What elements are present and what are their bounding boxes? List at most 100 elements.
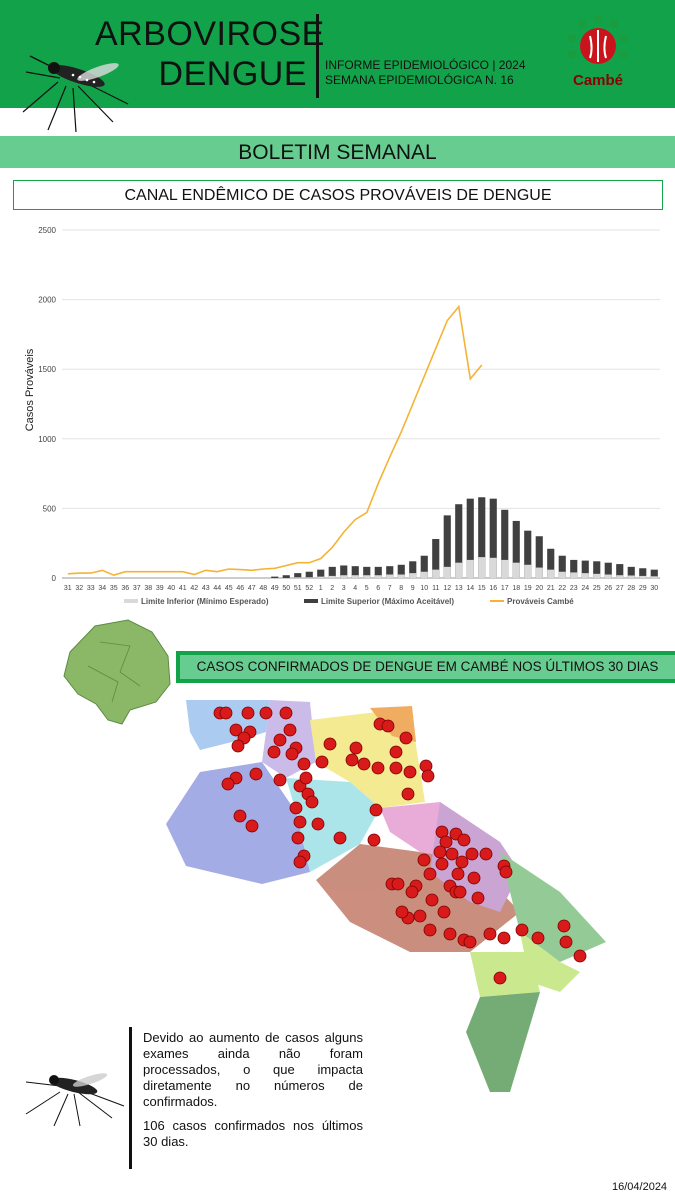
bar-limite-superior: [639, 568, 647, 578]
bar-limite-superior: [282, 575, 290, 578]
bar-limite-superior: [558, 555, 566, 578]
case-marker: [457, 833, 471, 847]
case-marker: [455, 855, 469, 869]
legend-swatch: [304, 599, 318, 603]
bar-limite-inferior: [317, 576, 325, 578]
bar-limite-inferior: [305, 577, 313, 578]
x-tick-label: 26: [604, 585, 612, 592]
case-marker: [221, 777, 235, 791]
x-tick-label: 23: [570, 585, 578, 592]
x-tick-label: 25: [593, 585, 601, 592]
case-marker: [291, 831, 305, 845]
case-marker: [479, 847, 493, 861]
x-tick-label: 48: [259, 585, 267, 592]
x-tick-label: 22: [558, 585, 566, 592]
x-tick-label: 44: [213, 585, 221, 592]
x-tick-label: 38: [144, 585, 152, 592]
case-marker: [403, 765, 417, 779]
case-marker: [369, 803, 383, 817]
legend-label: Limite Inferior (Mínimo Esperado): [141, 597, 269, 606]
banner-label: BOLETIM SEMANAL: [238, 141, 437, 164]
x-tick-label: 7: [388, 585, 392, 592]
x-tick-label: 33: [87, 585, 95, 592]
case-marker: [389, 761, 403, 775]
x-tick-label: 35: [110, 585, 118, 592]
mosquito-icon-small: [25, 1073, 125, 1127]
x-tick-label: 19: [524, 585, 532, 592]
bar-limite-inferior: [420, 571, 428, 578]
case-marker: [451, 867, 465, 881]
map-title-inner: [180, 655, 675, 679]
bar-limite-superior: [271, 576, 279, 578]
case-marker: [289, 801, 303, 815]
bar-limite-inferior: [466, 559, 474, 578]
bar-limite-inferior: [374, 575, 382, 578]
title-line-2: DENGUE: [158, 55, 307, 93]
x-tick-label: 50: [282, 585, 290, 592]
case-marker: [493, 971, 507, 985]
case-marker: [443, 927, 457, 941]
bar-limite-superior: [317, 569, 325, 578]
case-marker: [279, 706, 293, 720]
x-tick-label: 8: [399, 585, 403, 592]
x-tick-label: 31: [64, 585, 72, 592]
x-tick-label: 47: [248, 585, 256, 592]
cambe-logo-icon: [568, 15, 628, 64]
x-tick-label: 15: [478, 585, 486, 592]
footer-date: 16/04/2024: [612, 1181, 668, 1193]
case-marker: [293, 815, 307, 829]
x-tick-label: 49: [271, 585, 279, 592]
case-marker: [445, 847, 459, 861]
case-marker: [413, 909, 427, 923]
bar-limite-inferior: [363, 575, 371, 578]
bar-limite-inferior: [650, 576, 658, 578]
case-marker: [497, 931, 511, 945]
x-tick-label: 3: [342, 585, 346, 592]
bar-limite-inferior: [558, 571, 566, 578]
case-marker: [435, 857, 449, 871]
bar-limite-inferior: [570, 572, 578, 578]
case-marker: [389, 745, 403, 759]
informe-block: INFORME EPIDEMIOLÓGICO | 2024 SEMANA EPI…: [325, 58, 526, 88]
bar-limite-inferior: [489, 557, 497, 578]
bar-limite-inferior: [512, 562, 520, 578]
note-block: Devido ao aumento de casos alguns exames…: [143, 1030, 363, 1158]
case-marker: [229, 723, 243, 737]
legend-label: Prováveis Cambé: [507, 597, 574, 606]
bar-limite-superior: [489, 498, 497, 578]
bar-limite-superior: [524, 530, 532, 578]
bar-limite-inferior: [604, 574, 612, 578]
case-marker: [573, 949, 587, 963]
x-tick-label: 1: [319, 585, 323, 592]
bar-limite-inferior: [478, 557, 486, 578]
case-marker: [515, 923, 529, 937]
case-marker: [453, 885, 467, 899]
bar-limite-superior: [409, 561, 417, 578]
case-marker: [273, 733, 287, 747]
x-tick-label: 16: [489, 585, 497, 592]
case-marker: [311, 817, 325, 831]
case-marker: [463, 935, 477, 949]
x-tick-label: 34: [98, 585, 106, 592]
bar-limite-superior: [420, 555, 428, 578]
bar-limite-inferior: [386, 574, 394, 578]
x-tick-label: 51: [294, 585, 302, 592]
bar-limite-inferior: [443, 566, 451, 578]
x-tick-label: 9: [411, 585, 415, 592]
bar-limite-inferior: [455, 562, 463, 578]
informe-line-2: SEMANA EPIDEMIOLÓGICA N. 16: [325, 73, 514, 87]
x-tick-label: 45: [225, 585, 233, 592]
case-marker: [241, 706, 255, 720]
chart-title-box: [13, 180, 663, 210]
x-tick-label: 28: [627, 585, 635, 592]
case-marker: [315, 755, 329, 769]
bar-limite-superior: [363, 566, 371, 578]
bar-limite-superior: [570, 559, 578, 578]
bar-limite-inferior: [535, 567, 543, 578]
case-marker: [425, 893, 439, 907]
case-marker: [437, 905, 451, 919]
x-tick-label: 11: [432, 585, 439, 592]
x-tick-label: 18: [512, 585, 520, 592]
x-tick-label: 27: [616, 585, 624, 592]
bar-limite-superior: [501, 509, 509, 578]
